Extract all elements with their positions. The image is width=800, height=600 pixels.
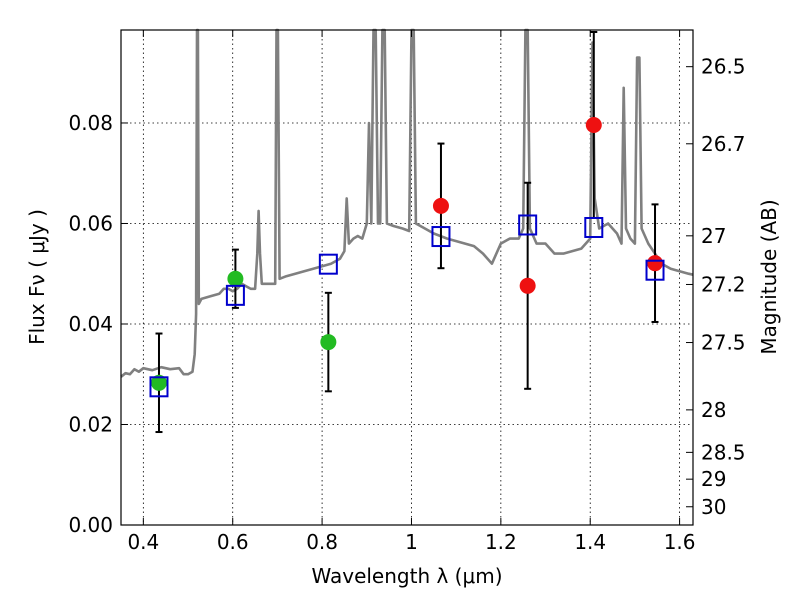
observed-point-green (227, 270, 244, 287)
observed-point-red (432, 197, 449, 214)
x-tick-label: 0.8 (306, 530, 338, 554)
y2-tick-label: 27.5 (701, 331, 746, 355)
observed-point-green (150, 374, 167, 391)
error-bar-layer (155, 31, 659, 434)
y-tick-label: 0.02 (68, 412, 113, 436)
observed-point-red (585, 116, 602, 133)
model-photometry-square (225, 284, 245, 306)
y2-tick-label: 29 (701, 467, 726, 491)
observed-point-red (519, 277, 536, 294)
model-photometry-square (318, 253, 338, 275)
model-photometry-square (584, 216, 604, 238)
x-tick-label: 1.6 (664, 530, 696, 554)
y2-axis-label: Magnitude (AB) (757, 199, 781, 354)
x-tick-label: 1 (405, 530, 418, 554)
model-spectrum-line (120, 28, 694, 378)
y-tick-label: 0.00 (68, 513, 113, 537)
x-axis-label: Wavelength λ (μm) (311, 564, 502, 588)
y2-tick-label: 27.2 (701, 272, 746, 296)
y-tick-label: 0.04 (68, 312, 113, 336)
spectrum-layer (120, 28, 694, 378)
x-tick-label: 1.4 (574, 530, 606, 554)
y-axis-label: Flux Fν ( μJy ) (25, 209, 49, 345)
observed-point-red (647, 255, 664, 272)
y2-tick-label: 28 (701, 398, 726, 422)
x-tick-label: 0.4 (127, 530, 159, 554)
x-tick-label: 1.2 (485, 530, 517, 554)
y2-tick-label: 28.5 (701, 440, 746, 464)
model-photometry-square (149, 376, 169, 398)
model-photometry-square (645, 259, 665, 281)
model-photometry-square (431, 226, 451, 248)
y2-tick-label: 27 (701, 224, 726, 248)
y2-tick-label: 26.7 (701, 132, 746, 156)
y2-tick-label: 26.5 (701, 55, 746, 79)
grid-layer (121, 30, 693, 525)
y-tick-label: 0.08 (68, 111, 113, 135)
tick-layer: 0.4 0.6 0.8 1 1.2 1.4 1.6 0.00 0.02 0.04 0.06 0.08 2… (68, 30, 746, 554)
y2-tick-label: 30 (701, 495, 726, 519)
model-photometry-square (518, 214, 538, 236)
observed-point-green (320, 334, 337, 351)
plot-frame (120, 29, 694, 526)
marker-layer (149, 116, 665, 398)
y-tick-label: 0.06 (68, 211, 113, 235)
x-tick-label: 0.6 (217, 530, 249, 554)
